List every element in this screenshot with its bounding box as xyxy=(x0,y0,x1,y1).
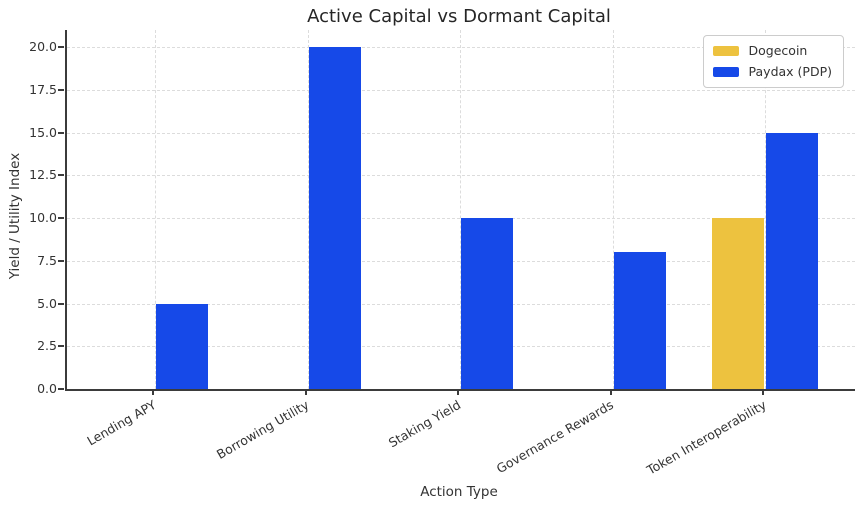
x-tick-label-governance-rewards: Governance Rewards xyxy=(493,397,616,477)
gridline-horizontal xyxy=(67,175,855,177)
gridline-vertical xyxy=(765,30,766,389)
y-tick-label: 0.0 xyxy=(37,381,57,396)
y-tick-mark xyxy=(58,174,64,177)
x-tick-mark xyxy=(304,391,307,395)
gridline-vertical xyxy=(612,30,614,389)
x-tick-label-staking-yield: Staking Yield xyxy=(386,397,464,451)
bar-paydax-pdp-governance-rewards xyxy=(613,252,666,389)
y-tick-label: 12.5 xyxy=(29,167,57,183)
gridline-vertical xyxy=(460,30,461,389)
y-tick-label: 2.5 xyxy=(37,338,57,354)
x-tick-mark xyxy=(457,391,459,395)
legend: Dogecoin Paydax (PDP) xyxy=(702,35,844,88)
bar-paydax-pdp-borrowing-utility xyxy=(308,47,361,389)
gridline-vertical xyxy=(155,30,156,389)
y-tick-mark xyxy=(58,388,64,390)
legend-label-paydax: Paydax (PDP) xyxy=(748,64,832,79)
gridline-vertical xyxy=(307,30,309,389)
chart-title: Active Capital vs Dormant Capital xyxy=(307,6,611,27)
plot-area xyxy=(65,30,855,391)
legend-swatch-dogecoin xyxy=(712,46,739,56)
legend-item-paydax: Paydax (PDP) xyxy=(712,64,832,80)
legend-swatch-paydax xyxy=(712,67,739,77)
y-tick-label: 7.5 xyxy=(37,252,57,268)
y-tick-mark xyxy=(58,46,64,49)
y-tick-mark xyxy=(58,88,64,91)
y-tick-mark xyxy=(58,345,64,348)
bar-paydax-pdp-token-interoperability xyxy=(766,132,818,389)
y-tick-label: 10.0 xyxy=(29,210,57,226)
gridline-horizontal xyxy=(67,132,855,134)
x-tick-mark xyxy=(609,391,612,395)
gridline-horizontal xyxy=(67,89,855,91)
y-tick-label: 5.0 xyxy=(37,295,57,311)
bar-dogecoin-token-interoperability xyxy=(712,218,764,389)
legend-item-dogecoin: Dogecoin xyxy=(712,43,832,59)
y-tick-mark xyxy=(58,217,64,220)
x-tick-mark xyxy=(762,391,764,395)
x-tick-label-borrowing-utility: Borrowing Utility xyxy=(213,397,311,462)
y-tick-mark xyxy=(58,302,64,305)
x-tick-label-token-interoperability: Token Interoperability xyxy=(643,397,769,478)
x-axis-label: Action Type xyxy=(420,484,498,500)
legend-label-dogecoin: Dogecoin xyxy=(748,43,808,58)
bar-paydax-pdp-staking-yield xyxy=(461,218,513,389)
bar-paydax-pdp-lending-apy xyxy=(156,303,208,389)
y-tick-label: 20.0 xyxy=(29,39,57,55)
y-tick-label: 17.5 xyxy=(29,81,57,97)
y-tick-mark xyxy=(58,131,64,134)
y-tick-mark xyxy=(58,259,64,262)
x-tick-mark xyxy=(152,391,154,395)
gridline-horizontal xyxy=(67,47,855,49)
x-tick-label-lending-apy: Lending APY xyxy=(84,397,159,449)
y-tick-label: 15.0 xyxy=(29,124,57,140)
